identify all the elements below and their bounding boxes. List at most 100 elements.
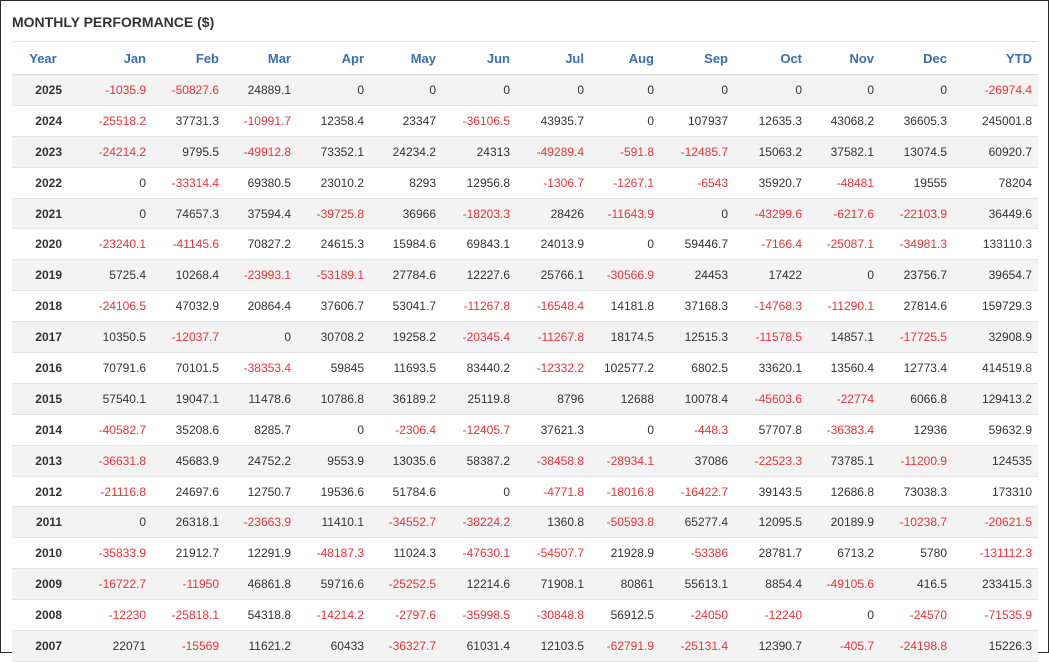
value-cell-dec: -24198.8 — [880, 630, 953, 662]
value-cell-aug: -62791.9 — [590, 630, 660, 662]
table-row: 2023 -24214.2 9795.5 -49912.8 73352.1 24234.2… — [12, 136, 1038, 168]
table-row: 2012 -21116.8 24697.6 12750.7 19536.6 51784.6… — [12, 476, 1038, 508]
table-row: 2009 -16722.7 -11950 46861.8 59716.6 -25252.5… — [12, 568, 1038, 601]
value-cell-nov: 13560.4 — [808, 352, 880, 384]
value-cell-oct: 28781.7 — [734, 537, 808, 570]
table-row: 2018 -24106.5 47032.9 20864.4 37606.7 53041.7… — [12, 290, 1038, 323]
value-cell-mar: 70827.2 — [225, 228, 297, 261]
value-cell-jun: 0 — [442, 74, 516, 106]
value-cell-dec: 19555 — [880, 167, 953, 199]
value-cell-oct: 0 — [734, 74, 808, 106]
column-header-ytd: YTD — [953, 41, 1038, 75]
value-cell-may: -2797.6 — [370, 599, 442, 632]
value-cell-aug: 12688 — [590, 383, 660, 415]
value-cell-mar: 11478.6 — [225, 383, 297, 415]
value-cell-jul: 71908.1 — [516, 568, 590, 601]
value-cell-dec: -24570 — [880, 599, 953, 632]
value-cell-dec: 73038.3 — [880, 476, 953, 508]
value-cell-apr: 11410.1 — [297, 506, 370, 539]
value-cell-may: 51784.6 — [370, 476, 442, 508]
value-cell-sep: 10078.4 — [660, 383, 734, 415]
value-cell-mar: -10991.7 — [225, 105, 297, 137]
column-header-jun: Jun — [442, 41, 516, 75]
value-cell-jan: -40582.7 — [74, 414, 152, 446]
value-cell-feb: 9795.5 — [152, 136, 225, 168]
column-header-aug: Aug — [590, 41, 660, 75]
value-cell-ytd: 129413.2 — [953, 383, 1038, 415]
value-cell-aug: 21928.9 — [590, 537, 660, 570]
year-cell: 2015 — [12, 383, 74, 415]
table-row: 2021 0 74657.3 37594.4 -39725.8 36966 -18203.3… — [12, 198, 1038, 230]
value-cell-aug: 80861 — [590, 568, 660, 601]
value-cell-aug: 0 — [590, 414, 660, 446]
value-cell-sep: 0 — [660, 198, 734, 230]
value-cell-jul: 1360.8 — [516, 506, 590, 539]
value-cell-jan: -25518.2 — [74, 105, 152, 137]
value-cell-jun: -18203.3 — [442, 198, 516, 230]
value-cell-aug: 14181.8 — [590, 290, 660, 323]
value-cell-jun: 12214.6 — [442, 568, 516, 601]
value-cell-jul: 43935.7 — [516, 105, 590, 137]
table-row: 2007 22071 -15569 11621.2 60433 -36327.7 61031… — [12, 630, 1038, 662]
column-header-jul: Jul — [516, 41, 590, 75]
value-cell-apr: -39725.8 — [297, 198, 370, 230]
value-cell-aug: -50593.8 — [590, 506, 660, 539]
table-row: 2025 -1035.9 -50827.6 24889.1 0 0 0 0 0 0 0 0 0 -2697… — [12, 74, 1038, 106]
value-cell-may: 0 — [370, 74, 442, 106]
value-cell-sep: 24453 — [660, 259, 734, 292]
year-cell: 2014 — [12, 414, 74, 446]
value-cell-oct: 12095.5 — [734, 506, 808, 539]
value-cell-sep: -448.3 — [660, 414, 734, 446]
table-row: 2010 -35833.9 21912.7 12291.9 -48187.3 11024.… — [12, 537, 1038, 570]
value-cell-mar: 37594.4 — [225, 198, 297, 230]
value-cell-dec: -34981.3 — [880, 228, 953, 261]
value-cell-sep: -53386 — [660, 537, 734, 570]
value-cell-may: -36327.7 — [370, 630, 442, 662]
value-cell-nov: 0 — [808, 74, 880, 106]
value-cell-oct: -12240 — [734, 599, 808, 632]
value-cell-nov: -6217.6 — [808, 198, 880, 230]
value-cell-feb: 45683.9 — [152, 445, 225, 477]
value-cell-feb: 74657.3 — [152, 198, 225, 230]
value-cell-apr: -14214.2 — [297, 599, 370, 632]
year-cell: 2020 — [12, 228, 74, 261]
value-cell-jan: -21116.8 — [74, 476, 152, 508]
value-cell-may: 13035.6 — [370, 445, 442, 477]
value-cell-jun: -38224.2 — [442, 506, 516, 539]
table-row: 2019 5725.4 10268.4 -23993.1 -53189.1 27784.6… — [12, 259, 1038, 292]
value-cell-jul: -49289.4 — [516, 136, 590, 168]
value-cell-apr: -53189.1 — [297, 259, 370, 292]
value-cell-mar: 20864.4 — [225, 290, 297, 323]
value-cell-aug: 0 — [590, 228, 660, 261]
value-cell-ytd: -131112.3 — [953, 537, 1038, 570]
value-cell-ytd: 39654.7 — [953, 259, 1038, 292]
column-header-year: Year — [12, 41, 74, 75]
year-cell: 2011 — [12, 506, 74, 539]
year-cell: 2021 — [12, 198, 74, 230]
value-cell-jun: 61031.4 — [442, 630, 516, 662]
value-cell-ytd: -20621.5 — [953, 506, 1038, 539]
value-cell-mar: 11621.2 — [225, 630, 297, 662]
value-cell-may: -34552.7 — [370, 506, 442, 539]
value-cell-mar: 24889.1 — [225, 74, 297, 106]
value-cell-oct: -7166.4 — [734, 228, 808, 261]
value-cell-dec: 12936 — [880, 414, 953, 446]
value-cell-jun: -12405.7 — [442, 414, 516, 446]
value-cell-sep: -25131.4 — [660, 630, 734, 662]
value-cell-sep: -12485.7 — [660, 136, 734, 168]
value-cell-jul: -4771.8 — [516, 476, 590, 508]
value-cell-jul: -38458.8 — [516, 445, 590, 477]
table-row: 2024 -25518.2 37731.3 -10991.7 12358.4 23347-… — [12, 105, 1038, 137]
year-cell: 2024 — [12, 105, 74, 137]
performance-table: Year Jan Feb Mar Apr May Jun Jul Aug Sep Oct Nov Dec… — [12, 41, 1038, 662]
year-cell: 2012 — [12, 476, 74, 508]
value-cell-aug: -1267.1 — [590, 167, 660, 199]
value-cell-sep: 37086 — [660, 445, 734, 477]
value-cell-nov: 20189.9 — [808, 506, 880, 539]
value-cell-ytd: 15226.3 — [953, 630, 1038, 662]
value-cell-may: 24234.2 — [370, 136, 442, 168]
value-cell-jul: -30848.8 — [516, 599, 590, 632]
value-cell-sep: -6543 — [660, 167, 734, 199]
value-cell-sep: 59446.7 — [660, 228, 734, 261]
value-cell-jun: 0 — [442, 476, 516, 508]
